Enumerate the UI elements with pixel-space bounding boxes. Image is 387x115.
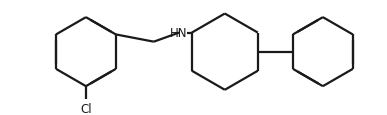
Text: Cl: Cl xyxy=(80,102,92,115)
Text: HN: HN xyxy=(170,27,188,40)
